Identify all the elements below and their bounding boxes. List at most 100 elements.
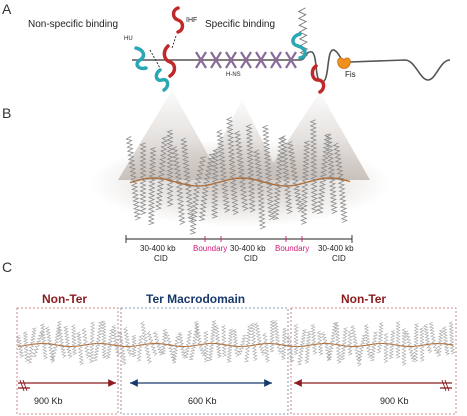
plectoneme-up (309, 119, 318, 181)
fiber-loop-up (107, 329, 115, 345)
plectoneme-up (166, 129, 174, 181)
scale-tick-4-boundary: Boundary (275, 244, 309, 253)
fiber-loop-up (363, 324, 371, 346)
fiber-loop-down (18, 346, 25, 358)
fiber-loop-down (32, 342, 40, 357)
fiber-loop-down (168, 345, 176, 361)
fiber-loop-up (193, 320, 202, 345)
fiber-loop-down (203, 343, 209, 363)
plectoneme-down (328, 177, 338, 214)
fiber-loop-down (50, 344, 59, 361)
fiber-loop-up (161, 329, 168, 345)
plectoneme-up (332, 142, 344, 180)
plectoneme-up (125, 136, 138, 182)
scale-tick-5-cid: CID (332, 254, 346, 263)
hns-dimer (240, 51, 252, 69)
hu-arrow (149, 49, 161, 69)
plectoneme-down (316, 177, 327, 214)
fiber-loop-up (44, 326, 53, 344)
fiber-loop-down (226, 345, 233, 363)
region-title-nonter-left: Non-Ter (42, 292, 87, 306)
plectoneme-down (155, 177, 165, 211)
fiber-loop-up (437, 329, 444, 344)
fiber-loop-up (239, 334, 247, 348)
fiber-loop-down (23, 345, 30, 363)
fiber-loop-down (66, 346, 73, 359)
length-label-nonter-left: 900 Kb (34, 396, 63, 406)
fiber-loop-down (297, 345, 305, 366)
chromosome-fiber (15, 320, 456, 367)
fiber-loop-down (324, 343, 332, 361)
plectoneme-down (256, 180, 267, 230)
fiber-loop-down (426, 344, 433, 354)
plectoneme-up (261, 124, 273, 184)
plectoneme-up (325, 134, 336, 179)
fiber-loop-down (293, 346, 299, 355)
fiber-loop-down (144, 344, 152, 364)
fiber-loop-up (95, 321, 104, 344)
fiber-loop-up (253, 322, 262, 345)
hu-label: HU (124, 36, 133, 42)
fiber-loop-down (326, 343, 335, 361)
plectoneme-down (166, 180, 174, 207)
plectoneme-up (148, 147, 157, 179)
fiber-loop-up (310, 323, 317, 345)
fiber-loop-up (305, 331, 312, 346)
length-label-ter: 600 Kb (188, 396, 217, 406)
fiber-loop-up (164, 332, 172, 345)
fiber-loop-up (377, 322, 384, 344)
fiber-loop-down (150, 343, 158, 356)
ihf-protein-bound (162, 44, 177, 78)
fiber-loop-down (114, 345, 121, 356)
ihf-protein-bend (310, 64, 326, 94)
fiber-loop-down (251, 345, 258, 361)
plectoneme-down (147, 177, 156, 226)
fiber-loop-up (441, 326, 449, 345)
fiber-loop-down (419, 345, 425, 362)
plectoneme-up (286, 140, 299, 185)
fiber-loop-up (419, 327, 425, 346)
fiber-loop-up (269, 320, 275, 344)
fiber-loop-down (88, 343, 95, 363)
ihf-arrow (171, 35, 177, 49)
plectoneme-down (198, 184, 210, 221)
fiber-loop-up (272, 320, 281, 345)
fiber-loop-up (203, 331, 209, 345)
fiber-loop-up (146, 331, 154, 344)
fiber-loop-up (320, 331, 328, 344)
cid-plectonemes (125, 116, 351, 235)
fiber-loop-down (280, 344, 287, 360)
fiber-loop-up (232, 328, 239, 347)
fiber-loop-up (281, 327, 288, 346)
plectoneme-up (225, 116, 237, 179)
plectoneme-down (283, 185, 294, 215)
fiber-loop-down (84, 344, 91, 359)
fiber-loop-up (22, 331, 29, 346)
fiber-loop-up (227, 328, 234, 346)
plectoneme-up (194, 156, 207, 187)
fiber-loop-down (60, 345, 67, 358)
fiber-loop-down (340, 345, 347, 361)
plectoneme-down (139, 178, 147, 216)
fiber-loop-down (183, 345, 191, 359)
fiber-loop-down (335, 344, 342, 364)
domain-haze (90, 90, 390, 227)
cid-scale-bar (125, 235, 353, 243)
fiber-loop-up (209, 320, 217, 344)
fiber-loop-up (111, 324, 119, 346)
fiber-loop-up (316, 330, 323, 344)
fiber-loop-down (413, 345, 419, 363)
fiber-loop-down (388, 343, 395, 359)
fiber-loop-up (389, 330, 396, 345)
hns-dimer (255, 51, 267, 69)
scale-tick-1-kb: 30-400 kb (140, 244, 176, 253)
plectoneme-up (157, 136, 169, 180)
hns-dimer (195, 51, 207, 69)
fiber-loop-down (101, 343, 107, 359)
fiber-loop-down (263, 343, 271, 363)
fiber-loop-down (366, 344, 373, 359)
fiber-loop-up (81, 327, 88, 345)
fiber-loop-down (449, 344, 456, 355)
fiber-loop-up (334, 322, 341, 345)
hns-label: H-NS (226, 72, 241, 78)
